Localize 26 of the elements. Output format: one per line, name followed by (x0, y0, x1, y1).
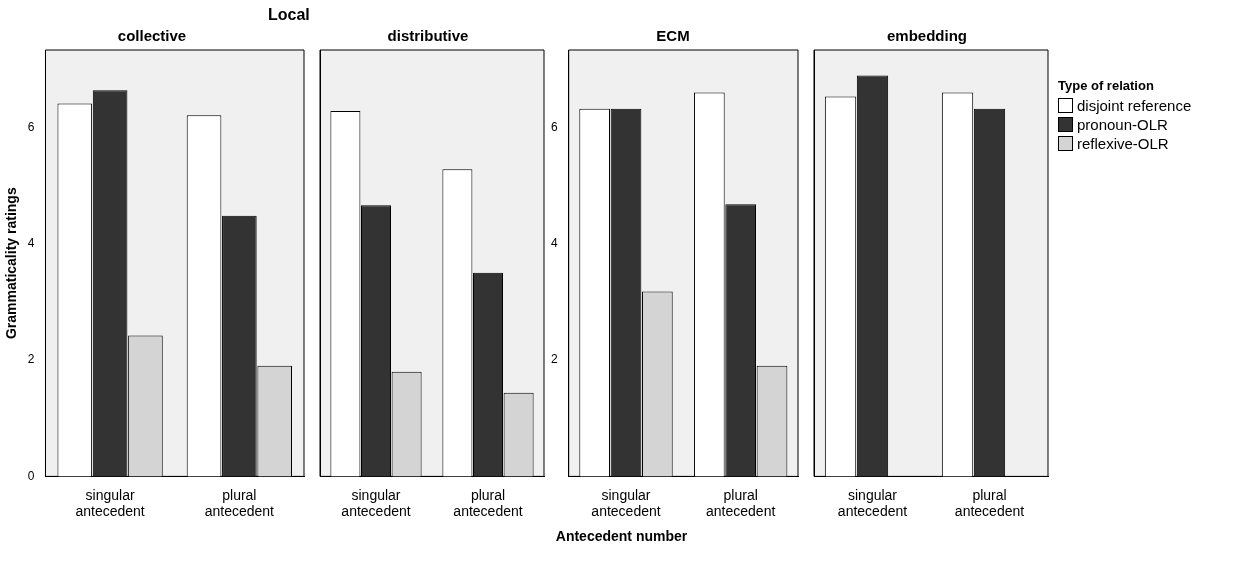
text: Local (268, 6, 310, 24)
x-tick-label: plural antecedent (706, 486, 776, 520)
y-tick-label: 4 (27, 236, 35, 251)
y-axis-title: Grammaticality ratings (3, 187, 20, 340)
legend-label: pronoun-OLR (1077, 116, 1168, 133)
chart-title: collective (117, 27, 187, 45)
y-tick-label: 2 (27, 352, 35, 367)
x-tick-label: plural antecedent (453, 486, 523, 520)
x-tick-label: plural antecedent (954, 486, 1025, 520)
y-tick-label: 0 (27, 468, 35, 483)
x-tick-label: singular antecedent (837, 486, 908, 520)
legend-label: reflexive-OLR (1077, 135, 1169, 152)
x-tick-label: singular antecedent (591, 486, 661, 520)
y-tick-label: 2 (550, 352, 558, 367)
chart-title: ECM (656, 27, 690, 45)
x-axis-title: Antecedent number (554, 527, 689, 546)
x-tick-label: plural antecedent (204, 486, 275, 520)
text: disjoint reference (1077, 97, 1192, 114)
y-tick-label: 4 (550, 236, 558, 251)
y-tick-label: 6 (27, 119, 35, 134)
x-tick-label: singular antecedent (341, 486, 411, 520)
legend-title: Type of relation (1058, 78, 1155, 93)
chart-title: embedding (886, 27, 968, 45)
y-tick-label: 6 (550, 119, 558, 134)
x-tick-label: singular antecedent (75, 486, 145, 520)
chart-title: distributive (387, 27, 469, 45)
